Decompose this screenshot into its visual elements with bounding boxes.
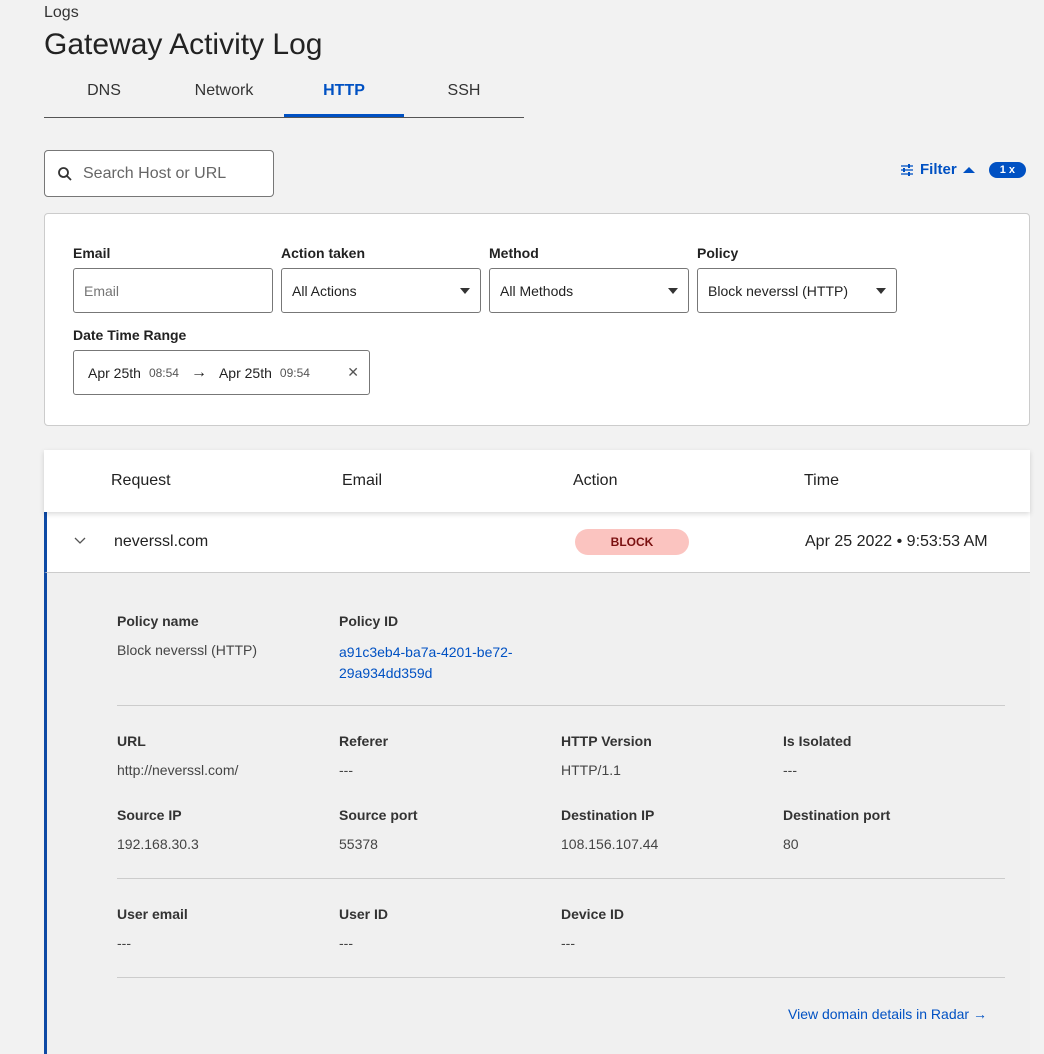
policy-name-label: Policy name (117, 613, 199, 629)
search-input[interactable] (83, 164, 263, 183)
policy-id-link[interactable]: a91c3eb4-ba7a-4201-be72- 29a934dd359d (339, 644, 513, 681)
divider (117, 878, 1005, 879)
method-select[interactable]: All Methods (489, 268, 689, 313)
clear-icon[interactable]: ✕ (347, 364, 359, 380)
tab-dns[interactable]: DNS (87, 82, 121, 99)
user-id-value: --- (339, 935, 353, 951)
caret-up-icon (962, 166, 975, 173)
date-range-picker[interactable]: Apr 25th 08:54 → Apr 25th 09:54 ✕ (73, 350, 370, 395)
chevron-down-icon[interactable] (74, 537, 86, 545)
method-value: All Methods (500, 282, 574, 299)
policy-id-label: Policy ID (339, 613, 399, 629)
filter-button[interactable]: Filter 1 x (900, 161, 1026, 178)
col-email[interactable]: Email (342, 472, 383, 489)
method-label: Method (489, 245, 539, 261)
tab-ssh[interactable]: SSH (447, 82, 481, 99)
action-select[interactable]: All Actions (281, 268, 481, 313)
referer-value: --- (339, 762, 353, 778)
source-port-label: Source port (339, 807, 418, 823)
action-value: All Actions (292, 282, 357, 299)
dest-port-label: Destination port (783, 807, 891, 823)
caret-down-icon (876, 287, 886, 294)
radar-link[interactable]: View domain details in Radar → (788, 1006, 987, 1022)
caret-down-icon (460, 287, 470, 294)
tab-http[interactable]: HTTP (284, 70, 404, 117)
user-email-value: --- (117, 935, 131, 951)
col-action[interactable]: Action (573, 472, 618, 489)
dest-ip-value: 108.156.107.44 (561, 836, 659, 852)
end-date: Apr 25th (218, 364, 272, 381)
start-date: Apr 25th (88, 364, 141, 381)
divider (117, 705, 1005, 706)
request-time: Apr 25 2022 • 9:53:53 AM (805, 533, 988, 550)
is-isolated-label: Is Isolated (783, 733, 852, 749)
row-details: Policy name Block neverssl (HTTP) Policy… (44, 573, 1030, 1054)
filter-label: Filter (920, 161, 957, 178)
table-header: Request Email Action Time (44, 450, 1030, 512)
dest-ip-label: Destination IP (561, 807, 655, 823)
url-value: http://neverssl.com/ (117, 762, 239, 778)
user-id-label: User ID (339, 906, 389, 922)
col-time[interactable]: Time (804, 472, 839, 489)
device-id-value: --- (561, 935, 575, 951)
is-isolated-value: --- (783, 762, 797, 778)
http-version-label: HTTP Version (561, 733, 652, 749)
url-label: URL (117, 733, 146, 749)
breadcrumb[interactable]: Logs (44, 4, 79, 21)
email-label: Email (73, 245, 111, 261)
dest-port-value: 80 (783, 836, 799, 852)
arrow-right-icon: → (190, 363, 207, 381)
action-label: Action taken (281, 245, 366, 261)
policy-select[interactable]: Block neverssl (HTTP) (697, 268, 897, 313)
source-port-value: 55378 (339, 836, 378, 852)
tab-network[interactable]: Network (194, 82, 254, 99)
search-box (44, 150, 274, 197)
request-host: neverssl.com (114, 533, 209, 550)
policy-value: Block neverssl (HTTP) (708, 282, 849, 299)
device-id-label: Device ID (561, 906, 625, 922)
http-version-value: HTTP/1.1 (561, 762, 621, 778)
divider (117, 977, 1005, 978)
filter-count-badge[interactable]: 1 x (988, 161, 1026, 178)
sliders-icon (901, 163, 913, 176)
policy-label: Policy (697, 245, 739, 261)
table-row[interactable]: neverssl.com BLOCK Apr 25 2022 • 9:53:53… (44, 512, 1030, 573)
search-icon (58, 166, 72, 181)
status-badge: BLOCK (575, 529, 689, 555)
tab-bar: DNS Network HTTP SSH (44, 70, 524, 118)
caret-down-icon (668, 287, 678, 294)
filter-panel: Email Action taken All Actions Method Al… (44, 213, 1030, 426)
col-request[interactable]: Request (111, 472, 171, 489)
end-time: 09:54 (279, 365, 310, 380)
policy-name-value: Block neverssl (HTTP) (117, 642, 258, 658)
start-time: 08:54 (148, 365, 179, 380)
user-email-label: User email (117, 906, 188, 922)
source-ip-label: Source IP (117, 807, 182, 823)
referer-label: Referer (339, 733, 389, 749)
page-title: Gateway Activity Log (44, 28, 323, 61)
date-range-label: Date Time Range (73, 327, 187, 343)
email-field[interactable] (73, 268, 273, 313)
source-ip-value: 192.168.30.3 (117, 836, 199, 852)
